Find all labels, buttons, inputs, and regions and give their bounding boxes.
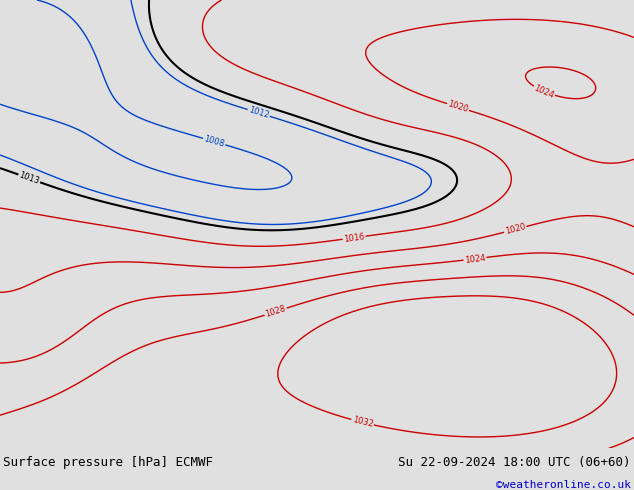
Text: 1028: 1028 bbox=[264, 304, 287, 319]
Text: 1032: 1032 bbox=[351, 416, 374, 429]
Text: 1020: 1020 bbox=[446, 99, 469, 114]
Text: 1024: 1024 bbox=[464, 253, 486, 265]
Text: 1016: 1016 bbox=[343, 232, 365, 244]
Text: 1024: 1024 bbox=[533, 83, 555, 100]
Text: ©weatheronline.co.uk: ©weatheronline.co.uk bbox=[496, 480, 631, 490]
Text: 1012: 1012 bbox=[247, 105, 270, 121]
Text: 1020: 1020 bbox=[504, 222, 527, 236]
Text: 1008: 1008 bbox=[203, 134, 226, 149]
Text: Surface pressure [hPa] ECMWF: Surface pressure [hPa] ECMWF bbox=[3, 456, 213, 469]
Text: 1013: 1013 bbox=[18, 171, 41, 186]
Text: Su 22-09-2024 18:00 UTC (06+60): Su 22-09-2024 18:00 UTC (06+60) bbox=[398, 456, 631, 469]
